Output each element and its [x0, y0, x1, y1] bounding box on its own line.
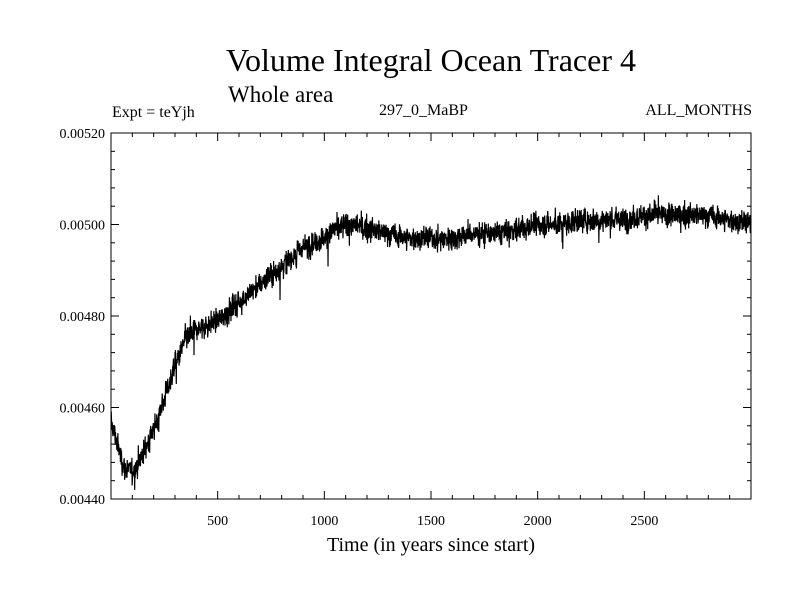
months-label: ALL_MONTHS	[645, 102, 752, 119]
chart-subtitle: Whole area	[228, 82, 334, 107]
y-tick-label: 0.00480	[60, 310, 106, 325]
y-tick-label: 0.00460	[60, 402, 106, 417]
x-tick-label: 2500	[630, 514, 658, 529]
experiment-label: Expt = teYjh	[112, 104, 195, 121]
y-tick-label: 0.00500	[60, 219, 106, 234]
series-layer	[110, 195, 752, 490]
x-tick-label: 2000	[524, 514, 552, 529]
y-tick-label: 0.00440	[60, 493, 106, 508]
x-tick-label: 1500	[417, 514, 445, 529]
ticks-layer: 500 1000 1500 2000 2500 0.00440 0.00460 0.00480…	[60, 127, 751, 529]
x-axis-label: Time (in years since start)	[327, 534, 535, 556]
plot-frame	[110, 132, 752, 500]
y-tick-label: 0.00520	[60, 127, 106, 142]
chart-title: Volume Integral Ocean Tracer 4	[226, 42, 636, 78]
x-tick-label: 500	[207, 514, 228, 529]
period-label: 297_0_MaBP	[379, 102, 468, 119]
x-tick-label: 1000	[310, 514, 338, 529]
series-line	[110, 195, 752, 490]
